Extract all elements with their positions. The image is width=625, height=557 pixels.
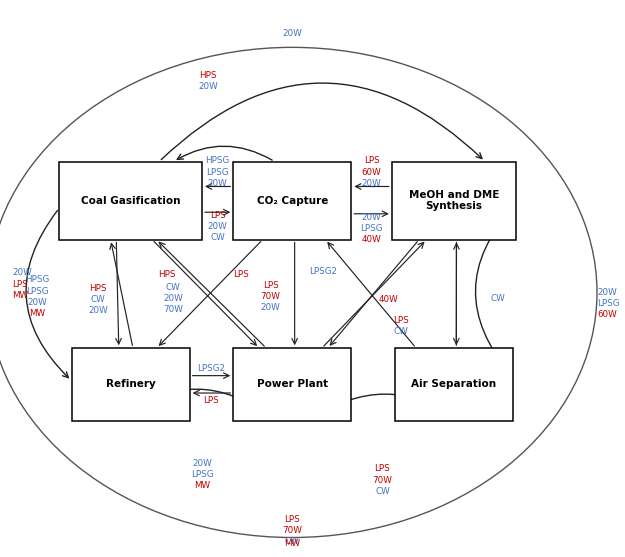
Text: HPS: HPS <box>158 270 176 279</box>
Text: MW: MW <box>12 291 29 300</box>
Text: HPSG: HPSG <box>25 275 49 285</box>
Text: LPS: LPS <box>284 515 300 524</box>
Text: CW: CW <box>91 295 106 304</box>
Bar <box>392 162 516 240</box>
Text: 40W: 40W <box>379 295 399 304</box>
Text: 40W: 40W <box>362 235 381 244</box>
Text: LPSG: LPSG <box>26 286 49 296</box>
Text: MW: MW <box>29 309 46 318</box>
Text: Air Separation: Air Separation <box>411 379 496 389</box>
Text: 70W: 70W <box>261 292 281 301</box>
Text: Power Plant: Power Plant <box>257 379 328 389</box>
Text: LPS: LPS <box>364 157 379 165</box>
Text: 60W: 60W <box>597 310 617 319</box>
Bar <box>395 348 513 421</box>
Text: LPSG: LPSG <box>597 299 619 308</box>
Text: MW: MW <box>284 539 301 548</box>
Text: 20W: 20W <box>28 297 48 307</box>
Text: CW: CW <box>285 537 299 546</box>
Text: CW: CW <box>210 233 225 242</box>
Text: 20W: 20W <box>597 288 617 297</box>
Text: 20W: 20W <box>88 306 108 315</box>
Text: 20W: 20W <box>208 179 227 188</box>
Text: Refinery: Refinery <box>106 379 156 389</box>
Text: CW: CW <box>375 487 390 496</box>
Text: 20W: 20W <box>261 303 281 312</box>
Text: LPSG2: LPSG2 <box>309 267 338 276</box>
Text: LPSG2: LPSG2 <box>198 364 226 373</box>
Text: 20W: 20W <box>282 29 302 38</box>
Text: MeOH and DME
Synthesis: MeOH and DME Synthesis <box>409 190 499 211</box>
Text: 70W: 70W <box>372 476 392 485</box>
Bar <box>233 162 351 240</box>
Text: LPS: LPS <box>210 211 226 220</box>
Text: HPSG: HPSG <box>206 157 230 165</box>
Text: CW: CW <box>490 294 505 303</box>
Text: LPSG: LPSG <box>191 470 213 479</box>
Text: 20W: 20W <box>199 82 218 91</box>
Text: HPS: HPS <box>89 284 107 293</box>
Bar <box>71 348 189 421</box>
Text: MW: MW <box>194 481 210 490</box>
Text: 70W: 70W <box>163 305 183 314</box>
Text: LPSG: LPSG <box>206 168 229 177</box>
Text: HPS: HPS <box>199 71 217 80</box>
Text: 20W: 20W <box>208 222 227 231</box>
Text: Coal Gasification: Coal Gasification <box>81 196 181 206</box>
Text: LPS: LPS <box>374 465 391 473</box>
Text: 20W: 20W <box>12 268 32 277</box>
Bar <box>59 162 202 240</box>
Text: LPS: LPS <box>233 270 249 279</box>
Text: 20W: 20W <box>192 459 212 468</box>
Text: 60W: 60W <box>362 168 381 177</box>
Text: 20W: 20W <box>163 294 182 303</box>
Text: 70W: 70W <box>282 526 302 535</box>
Bar <box>233 348 351 421</box>
Text: 20W: 20W <box>362 179 381 188</box>
Text: 20W: 20W <box>362 213 381 222</box>
Text: LPSG: LPSG <box>361 224 383 233</box>
Text: CW: CW <box>166 282 180 292</box>
Text: LPS: LPS <box>204 396 219 405</box>
Text: LPS: LPS <box>262 281 278 290</box>
Text: CO₂ Capture: CO₂ Capture <box>257 196 328 206</box>
Text: CW: CW <box>394 327 409 336</box>
Text: LPS: LPS <box>12 280 28 289</box>
Text: LPS: LPS <box>393 316 409 325</box>
